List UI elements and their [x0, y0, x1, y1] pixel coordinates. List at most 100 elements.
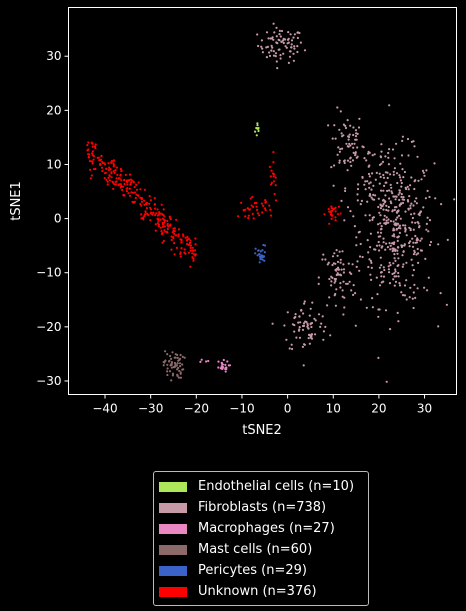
data-point	[326, 304, 329, 307]
data-point	[129, 183, 132, 186]
data-point	[339, 273, 342, 276]
data-point	[375, 244, 379, 247]
data-point	[322, 338, 325, 341]
data-point	[352, 293, 355, 296]
data-point	[148, 202, 151, 205]
data-point	[344, 126, 348, 130]
data-point	[176, 362, 179, 365]
data-point	[398, 282, 401, 285]
data-point	[148, 195, 151, 198]
data-point	[296, 31, 299, 34]
data-point	[105, 178, 108, 181]
data-point	[379, 175, 382, 179]
data-point	[87, 141, 90, 144]
data-point	[397, 193, 400, 196]
data-point	[156, 222, 159, 225]
data-points	[86, 22, 456, 383]
data-point	[140, 213, 143, 216]
data-point	[391, 247, 394, 250]
data-point	[261, 51, 264, 54]
data-point	[113, 171, 116, 175]
legend-label: Fibroblasts (n=738)	[198, 500, 327, 515]
data-point	[370, 188, 373, 191]
legend-label: Mast cells (n=60)	[198, 542, 313, 557]
data-point	[393, 206, 397, 209]
data-point	[331, 214, 334, 217]
data-point	[387, 218, 390, 221]
data-point	[341, 250, 344, 253]
data-point	[168, 224, 171, 227]
data-point	[401, 135, 404, 138]
data-point	[296, 36, 299, 40]
data-point	[355, 244, 358, 247]
legend-swatch	[159, 586, 187, 597]
data-point	[336, 272, 339, 275]
data-point	[426, 189, 429, 192]
data-point	[192, 257, 195, 260]
data-point	[393, 235, 396, 238]
data-point	[408, 245, 411, 248]
data-point	[293, 330, 296, 333]
data-point	[334, 292, 337, 296]
data-point	[302, 364, 305, 367]
data-point	[373, 198, 376, 201]
data-point	[306, 322, 309, 325]
data-point	[380, 225, 383, 228]
data-point	[333, 124, 336, 127]
data-point	[224, 370, 227, 373]
data-point	[427, 276, 430, 279]
data-point	[288, 347, 291, 350]
data-point	[248, 208, 251, 211]
data-point	[268, 204, 271, 207]
data-point	[372, 216, 375, 219]
data-point	[426, 289, 429, 292]
data-point	[179, 357, 182, 360]
data-point	[410, 213, 413, 216]
data-point	[176, 356, 179, 359]
data-point	[157, 225, 160, 228]
data-point	[126, 183, 129, 186]
data-point	[179, 238, 182, 241]
data-point	[389, 264, 392, 267]
data-point	[274, 199, 278, 202]
data-point	[256, 212, 260, 215]
data-point	[372, 184, 375, 187]
data-point	[381, 245, 384, 248]
data-point	[348, 280, 351, 283]
data-point	[409, 184, 412, 187]
data-point	[398, 174, 401, 177]
data-point	[186, 235, 189, 238]
data-point	[405, 261, 408, 264]
data-point	[397, 320, 400, 323]
data-point	[310, 325, 313, 329]
data-point	[114, 169, 117, 172]
data-point	[391, 192, 394, 195]
data-point	[112, 181, 115, 184]
data-point	[270, 169, 273, 172]
data-point	[123, 194, 126, 197]
y-axis-label: tSNE1	[9, 181, 24, 221]
data-point	[256, 124, 259, 127]
data-point	[434, 197, 437, 200]
data-point	[250, 204, 253, 207]
data-point	[338, 128, 341, 131]
data-point	[343, 219, 346, 222]
data-point	[350, 272, 353, 275]
data-point	[372, 193, 375, 196]
data-point	[426, 216, 429, 219]
data-point	[274, 55, 277, 58]
data-point	[378, 266, 381, 269]
data-point	[346, 169, 349, 172]
data-point	[364, 214, 367, 217]
data-point	[173, 227, 176, 230]
data-point	[339, 212, 342, 215]
data-point	[331, 255, 335, 258]
data-point	[254, 130, 257, 133]
data-point	[394, 268, 397, 271]
data-point	[150, 212, 153, 215]
data-point	[399, 176, 402, 179]
data-point	[377, 223, 380, 226]
data-point	[144, 213, 147, 216]
data-point	[374, 178, 377, 181]
